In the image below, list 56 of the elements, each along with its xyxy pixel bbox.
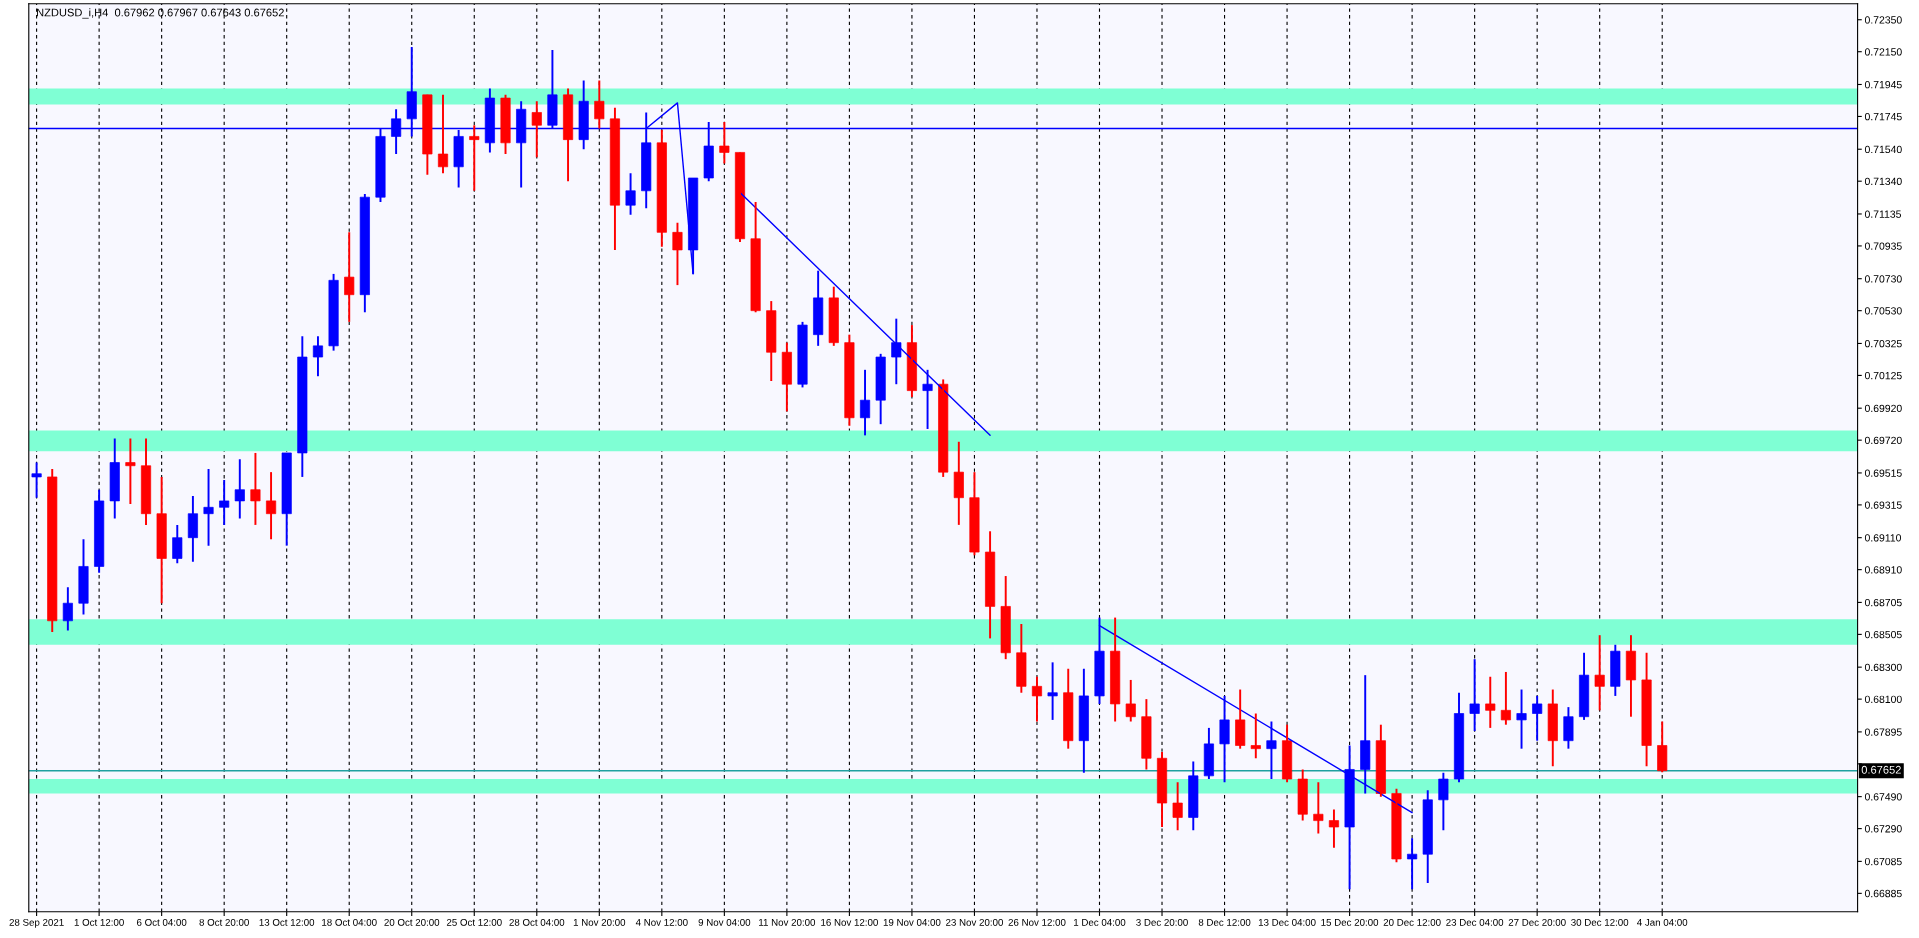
x-tick-label: 1 Oct 12:00 <box>74 918 124 926</box>
x-tick-label: 18 Oct 04:00 <box>322 918 377 926</box>
x-tick-label: 19 Nov 04:00 <box>883 918 941 926</box>
x-tick-label: 8 Dec 12:00 <box>1198 918 1251 926</box>
x-tick-label: 13 Oct 12:00 <box>259 918 315 926</box>
x-tick-label: 27 Dec 20:00 <box>1508 918 1566 926</box>
x-tick-label: 30 Dec 12:00 <box>1571 918 1629 926</box>
y-tick-label: 0.71340 <box>1864 177 1902 186</box>
y-tick-label: 0.69110 <box>1864 534 1902 542</box>
y-tick-label: 0.72150 <box>1864 48 1902 56</box>
y-tick-label: 0.69720 <box>1864 436 1902 445</box>
x-tick-label: 1 Nov 20:00 <box>573 918 626 926</box>
x-tick-label: 26 Nov 12:00 <box>1008 918 1066 926</box>
y-tick-label: 0.71745 <box>1864 112 1902 121</box>
y-tick-label: 0.71540 <box>1864 145 1902 154</box>
x-tick-label: 25 Oct 12:00 <box>446 918 502 926</box>
x-tick-label: 3 Dec 20:00 <box>1136 918 1188 926</box>
y-tick-label: 0.70730 <box>1864 275 1902 283</box>
x-tick-label: 20 Oct 20:00 <box>384 918 440 926</box>
x-tick-label: 1 Dec 04:00 <box>1074 918 1126 926</box>
y-tick-label: 0.67085 <box>1864 857 1902 866</box>
y-tick-label: 0.71135 <box>1864 210 1901 218</box>
y-tick-label: 0.70530 <box>1864 307 1902 315</box>
x-tick-label: 28 Oct 04:00 <box>509 918 565 926</box>
y-tick-label: 0.68705 <box>1864 598 1902 607</box>
x-tick-label: 23 Nov 20:00 <box>946 918 1003 926</box>
ref-line-label: 0.67652 <box>1861 765 1901 774</box>
y-tick-label: 0.67290 <box>1864 825 1902 833</box>
y-tick-label: 0.67490 <box>1864 793 1902 801</box>
y-tick-label: 0.66885 <box>1864 889 1902 898</box>
x-tick-label: 16 Nov 12:00 <box>821 918 878 926</box>
y-tick-label: 0.68505 <box>1864 630 1902 639</box>
y-tick-label: 0.68300 <box>1864 663 1902 672</box>
x-tick-label: 4 Jan 04:00 <box>1637 918 1688 926</box>
y-tick-label: 0.67895 <box>1864 728 1902 736</box>
x-tick-label: 28 Sep 2021 <box>9 918 64 928</box>
x-tick-label: 11 Nov 20:00 <box>759 918 816 926</box>
y-tick-label: 0.70325 <box>1864 339 1902 348</box>
x-tick-label: 15 Dec 20:00 <box>1321 918 1379 926</box>
y-tick-label: 0.72350 <box>1864 16 1902 24</box>
x-tick-label: 13 Dec 04:00 <box>1258 918 1316 926</box>
y-tick-label: 0.68100 <box>1864 695 1902 703</box>
y-tick-label: 0.69315 <box>1864 501 1902 509</box>
x-tick-label: 20 Dec 12:00 <box>1383 918 1441 926</box>
y-tick-label: 0.71945 <box>1864 80 1902 89</box>
x-tick-label: 6 Oct 04:00 <box>137 918 187 926</box>
y-tick-label: 0.69920 <box>1864 404 1902 413</box>
x-tick-label: 4 Nov 12:00 <box>635 918 688 926</box>
y-tick-label: 0.69515 <box>1864 469 1902 477</box>
x-tick-label: 9 Nov 04:00 <box>698 918 751 926</box>
chart-title: NZDUSD_i,H4 0.67962 0.67967 0.67643 0.67652 <box>37 8 284 19</box>
y-tick-label: 0.70125 <box>1864 371 1902 380</box>
y-tick-label: 0.68910 <box>1864 566 1902 574</box>
x-tick-label: 23 Dec 04:00 <box>1446 918 1504 926</box>
x-tick-label: 8 Oct 20:00 <box>199 918 249 926</box>
y-tick-label: 0.70935 <box>1864 242 1902 250</box>
